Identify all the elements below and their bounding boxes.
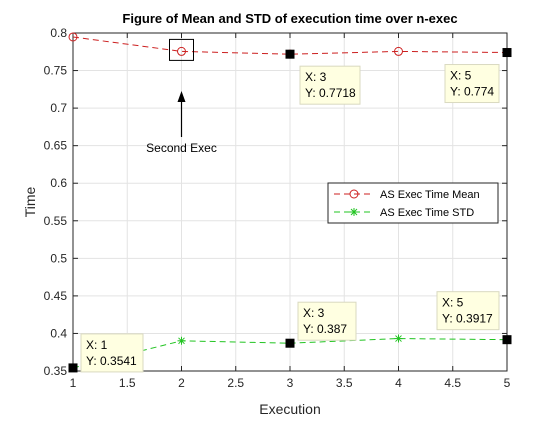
series-0-point bbox=[68, 32, 78, 42]
y-tick-label: 0.6 bbox=[50, 176, 67, 190]
datatip-x-text: X: 3 bbox=[303, 306, 325, 320]
legend-label-1: AS Exec Time STD bbox=[380, 207, 474, 219]
y-tick-label: 0.5 bbox=[50, 251, 67, 265]
datatip-marker bbox=[502, 48, 512, 58]
x-tick-label: 1.5 bbox=[119, 376, 136, 390]
y-tick-label: 0.55 bbox=[44, 214, 68, 228]
y-tick-label: 0.45 bbox=[44, 289, 68, 303]
chart-title: Figure of Mean and STD of execution time… bbox=[122, 11, 457, 26]
x-tick-label: 2.5 bbox=[227, 376, 244, 390]
datatip-marker bbox=[285, 338, 295, 348]
datatip-box bbox=[444, 64, 500, 104]
datatip-y-text: Y: 0.3917 bbox=[442, 312, 493, 326]
x-tick-label: 3.5 bbox=[336, 376, 353, 390]
datatip-y-text: Y: 0.7718 bbox=[305, 86, 356, 100]
y-tick-label: 0.35 bbox=[44, 364, 68, 378]
x-tick-label: 3 bbox=[287, 376, 294, 390]
legend-marker-1-stroke bbox=[350, 208, 358, 216]
legend-box bbox=[327, 182, 499, 224]
datatip-x-text: X: 3 bbox=[305, 70, 327, 84]
datatip-marker bbox=[502, 335, 512, 345]
datatip-box bbox=[436, 291, 500, 331]
y-tick-label: 0.8 bbox=[50, 26, 67, 40]
datatip-y-text: Y: 0.774 bbox=[450, 85, 494, 99]
y-tick-label: 0.65 bbox=[44, 139, 68, 153]
series-0-point bbox=[177, 46, 186, 56]
datatip-box bbox=[80, 333, 144, 373]
series-1-point-stroke bbox=[395, 335, 402, 342]
datatip-box bbox=[297, 301, 357, 341]
y-tick-label: 0.7 bbox=[50, 101, 67, 115]
series-1-point bbox=[177, 336, 186, 345]
legend-marker-0 bbox=[349, 189, 359, 199]
datatip-x-text: X: 1 bbox=[86, 338, 108, 352]
x-tick-label: 2 bbox=[178, 376, 185, 390]
x-tick-label: 1 bbox=[70, 376, 77, 390]
datatip-x-text: X: 5 bbox=[442, 296, 464, 310]
x-tick-label: 4.5 bbox=[444, 376, 461, 390]
series-1-point bbox=[394, 334, 403, 343]
legend-label-0: AS Exec Time Mean bbox=[380, 189, 480, 201]
y-axis-label: Time bbox=[22, 186, 38, 217]
series-1-point-stroke bbox=[178, 337, 185, 345]
datatip-x-text: X: 5 bbox=[450, 69, 472, 83]
series-0-point bbox=[394, 46, 403, 56]
datatip-y-text: Y: 0.387 bbox=[303, 322, 347, 336]
x-axis-label: Execution bbox=[259, 401, 320, 417]
y-tick-label: 0.75 bbox=[44, 64, 68, 78]
x-tick-label: 5 bbox=[504, 376, 511, 390]
datatip-marker bbox=[285, 49, 295, 59]
datatip-box bbox=[299, 65, 361, 105]
series-line-0 bbox=[72, 36, 508, 55]
annotation-arrow-head bbox=[177, 91, 186, 102]
annotation-text: Second Exec bbox=[146, 141, 217, 155]
datatip-y-text: Y: 0.3541 bbox=[86, 354, 137, 368]
datatip-marker bbox=[68, 363, 78, 373]
x-tick-label: 4 bbox=[395, 376, 402, 390]
legend-marker-1 bbox=[350, 208, 358, 216]
y-tick-label: 0.4 bbox=[50, 326, 67, 340]
annotation-box bbox=[169, 38, 194, 61]
